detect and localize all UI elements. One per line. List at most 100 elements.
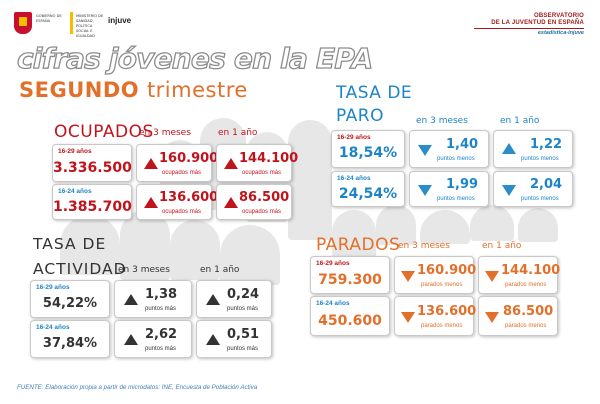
parados-1y-value: 144.100 [501, 263, 561, 278]
actividad-title-line2: ACTIVIDAD [33, 260, 127, 278]
actividad-title: TASA DE ACTIVIDAD [33, 232, 127, 282]
ocupados-value-box: 16-24 años 1.385.700 [52, 184, 132, 220]
parados-3m-box: 160.900 parados menos [394, 256, 477, 294]
paro-col-3m: en 3 meses [416, 116, 468, 126]
age-label: 16-24 años [58, 188, 92, 195]
arrow-down-icon [485, 312, 499, 323]
ocupados-value: 1.385.700 [53, 199, 132, 215]
paro-3m-value: 1,40 [446, 137, 479, 152]
ocupados-1y-caption: ocupados más [242, 170, 282, 176]
age-label: 16-24 años [316, 300, 350, 307]
age-label: 16-29 años [58, 148, 92, 155]
paro-value-box: 16-24 años 24,54% [331, 171, 405, 207]
subtitle-rest: trimestre [146, 78, 248, 102]
arrow-up-icon [224, 197, 238, 208]
parados-1y-box: 86.500 parados menos [478, 296, 558, 336]
ocupados-col-3m: en 3 meses [139, 128, 191, 138]
actividad-1y-box: 0,51 puntos más [196, 320, 272, 358]
actividad-col-3m: en 3 meses [118, 265, 170, 275]
parados-1y-caption: parados menos [505, 323, 547, 329]
actividad-1y-caption: puntos más [227, 346, 259, 352]
parados-value-box: 16-24 años 450.600 [310, 296, 390, 336]
age-label: 16-29 años [316, 260, 350, 267]
subtitle-strong: SEGUNDO [19, 78, 140, 102]
arrow-up-icon [224, 158, 238, 169]
arrow-down-icon [401, 271, 415, 282]
paro-value: 18,54% [338, 145, 398, 161]
arrow-down-icon [502, 185, 516, 196]
paro-1y-value: 1,22 [530, 137, 563, 152]
ministry-text: MINISTERIO DE SANIDAD, POLÍTICA SOCIAL E… [76, 14, 104, 38]
paro-value-box: 16-29 años 18,54% [331, 130, 405, 168]
actividad-value: 54,22% [42, 296, 98, 311]
age-label: 16-24 años [337, 175, 371, 182]
parados-3m-value: 160.900 [417, 263, 477, 278]
parados-col-1y: en 1 año [482, 241, 522, 251]
ocupados-col-1y: en 1 año [218, 128, 258, 138]
parados-title: PARADOS [316, 235, 401, 255]
arrow-down-icon [418, 145, 432, 156]
arrow-down-icon [401, 312, 415, 323]
parados-3m-caption: parados menos [421, 323, 463, 329]
actividad-1y-caption: puntos más [227, 306, 259, 312]
parados-1y-caption: parados menos [505, 282, 547, 288]
parados-3m-value: 136.600 [417, 304, 477, 319]
actividad-value: 37,84% [42, 336, 98, 351]
coat-of-arms-icon [14, 12, 32, 34]
parados-value-box: 16-29 años 759.300 [310, 256, 390, 294]
gov-divider [70, 12, 73, 34]
age-label: 16-29 años [337, 134, 371, 141]
paro-3m-caption: puntos menos [437, 156, 475, 162]
paro-col-1y: en 1 año [500, 116, 540, 126]
paro-title: TASA DE PARO [336, 82, 412, 128]
paro-3m-value: 1,99 [446, 177, 479, 192]
ocupados-3m-box: 160.900 ocupados más [136, 144, 218, 182]
ocupados-1y-value: 86.500 [239, 190, 290, 205]
ocupados-title: OCUPADOS [54, 122, 154, 142]
injuve-logo: injuve [108, 16, 132, 25]
parados-1y-box: 144.100 parados menos [478, 256, 561, 294]
ocupados-1y-value: 144.100 [239, 151, 299, 166]
arrow-up-icon [144, 158, 158, 169]
source-footnote: FUENTE: Elaboración propia a partir de m… [17, 384, 258, 391]
arrow-up-icon [124, 294, 138, 305]
parados-1y-value: 86.500 [503, 304, 554, 319]
paro-title-line2: PARO [336, 106, 384, 126]
ocupados-value-box: 16-29 años 3.336.500 [52, 144, 132, 182]
paro-1y-caption: puntos menos [521, 196, 559, 202]
paro-1y-box: 1,22 puntos menos [493, 130, 573, 168]
ocupados-1y-caption: ocupados más [242, 209, 282, 215]
parados-col-3m: en 3 meses [398, 241, 450, 251]
ocupados-1y-box: 144.100 ocupados más [216, 144, 298, 182]
observatory-line1: OBSERVATORIO [534, 13, 584, 19]
arrow-up-icon [502, 143, 516, 154]
actividad-1y-box: 0,24 puntos más [196, 280, 272, 318]
parados-value: 759.300 [318, 272, 382, 288]
ocupados-3m-value: 160.900 [159, 151, 219, 166]
government-logo: GOBIERNO DE ESPAÑA MINISTERIO DE SANIDAD… [14, 12, 103, 38]
ocupados-value: 3.336.500 [53, 160, 132, 176]
page-subtitle: SEGUNDO trimestre [19, 78, 248, 102]
actividad-3m-value: 1,38 [145, 287, 178, 302]
parados-3m-box: 136.600 parados menos [394, 296, 477, 336]
paro-3m-caption: puntos menos [437, 196, 475, 202]
actividad-3m-box: 2,62 puntos más [114, 320, 192, 358]
actividad-3m-value: 2,62 [145, 327, 178, 342]
age-label: 16-29 años [36, 284, 70, 291]
paro-1y-caption: puntos menos [521, 156, 559, 162]
paro-1y-box: 2,04 puntos menos [493, 171, 573, 207]
arrow-up-icon [206, 294, 220, 305]
parados-value: 450.600 [318, 313, 382, 329]
actividad-1y-value: 0,24 [227, 287, 260, 302]
actividad-value-box: 16-24 años 37,84% [30, 320, 110, 358]
parados-3m-caption: parados menos [421, 282, 463, 288]
arrow-down-icon [485, 271, 499, 282]
observatory-rule [474, 28, 584, 29]
observatory-logo: OBSERVATORIO DE LA JUVENTUD EN ESPAÑA es… [444, 13, 584, 37]
ocupados-3m-caption: ocupados más [162, 209, 202, 215]
actividad-value-box: 16-29 años 54,22% [30, 280, 110, 318]
actividad-col-1y: en 1 año [200, 265, 240, 275]
arrow-up-icon [206, 334, 220, 345]
actividad-title-line1: TASA DE [33, 235, 107, 253]
